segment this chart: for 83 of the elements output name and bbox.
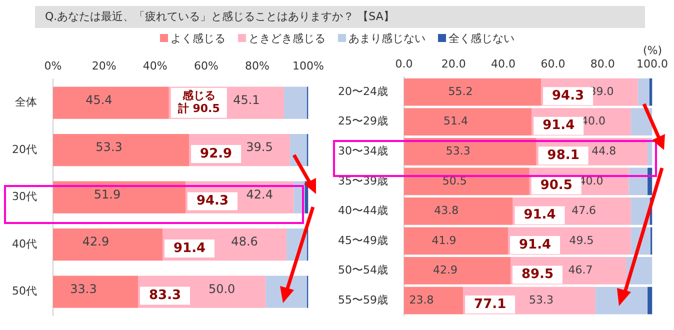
x-tick-label: 40.0 — [491, 57, 516, 70]
data-label: 47.6 — [572, 204, 596, 218]
bar — [404, 78, 542, 106]
legend-label: ときどき感じる — [248, 32, 326, 45]
y-tick-label: 45〜49歳 — [338, 234, 388, 247]
y-tick-label: 50〜54歳 — [338, 264, 388, 277]
y-tick-label: 30〜34歳 — [338, 144, 388, 158]
annotation: 98.1 — [547, 148, 580, 164]
data-label: 41.9 — [432, 234, 456, 247]
data-label: 46.7 — [568, 264, 593, 277]
annotation: 90.5 — [540, 178, 572, 193]
annotation: 91.4 — [542, 118, 575, 134]
y-tick-label: 20代 — [12, 142, 37, 156]
data-label: 42.9 — [82, 234, 110, 249]
x-tick-label: 60% — [194, 59, 218, 72]
y-tick-label: 25〜29歳 — [338, 114, 388, 128]
annotation: 94.3 — [552, 88, 584, 104]
data-label: 53.3 — [96, 140, 122, 154]
annotation: 77.1 — [474, 296, 506, 312]
x-tick-label: 100% — [292, 59, 324, 72]
legend-label: よく感じる — [170, 32, 226, 45]
annotation: 92.9 — [200, 146, 232, 162]
bar — [404, 286, 464, 314]
bar — [404, 197, 513, 225]
annotation: 91.4 — [518, 237, 552, 252]
x-tick-label: 20.0 — [441, 57, 466, 70]
bar — [638, 78, 650, 106]
y-tick-label: 40〜44歳 — [338, 204, 388, 218]
data-label: 50.0 — [208, 282, 236, 296]
data-label: 43.8 — [434, 204, 459, 218]
bar — [628, 168, 648, 196]
data-label: 33.3 — [70, 282, 97, 296]
x-tick-label: 80% — [244, 59, 270, 72]
data-label: 45.4 — [86, 92, 112, 107]
bar — [52, 276, 138, 308]
bar — [52, 134, 190, 166]
y-tick-label: 40代 — [12, 237, 37, 250]
y-tick-label: 30代 — [12, 190, 37, 204]
data-label: 53.3 — [528, 293, 554, 306]
chart-title: Q.あなたは最近、「疲れている」と感じることはありますか？ 【SA】 — [35, 6, 645, 28]
text: (%) — [642, 44, 662, 57]
bar — [404, 108, 532, 136]
bar — [52, 181, 186, 214]
x-tick-label: 0% — [44, 59, 62, 72]
y-tick-label: 50代 — [12, 284, 37, 298]
bar — [648, 286, 652, 314]
data-label: 55.2 — [448, 84, 473, 98]
data-label: 42.4 — [246, 187, 273, 202]
data-label: 51.9 — [94, 187, 121, 202]
data-label: 45.1 — [233, 92, 260, 107]
data-label: 48.6 — [231, 234, 258, 249]
annotation: 83.3 — [148, 288, 182, 304]
y-tick-label: 20〜24歳 — [338, 84, 388, 98]
data-label: 53.3 — [446, 144, 470, 158]
bar — [404, 227, 508, 255]
annotation: 94.3 — [196, 194, 229, 209]
data-label: 44.8 — [592, 144, 616, 158]
y-tick-label: 全体 — [14, 96, 37, 109]
legend-label: あまり感じない — [348, 32, 426, 45]
bar — [52, 86, 169, 119]
data-label: 23.8 — [409, 293, 434, 306]
data-label: 51.4 — [444, 114, 468, 128]
annotation: 89.5 — [521, 267, 554, 282]
x-tick-label: 80.0 — [590, 57, 615, 70]
legend-label: 全く感じない — [448, 32, 514, 45]
bar — [284, 86, 307, 119]
data-label: 39.5 — [246, 140, 273, 154]
data-label: 42.9 — [432, 264, 458, 277]
annotation: 感じる計 90.5 — [176, 89, 220, 116]
x-tick-label: 60.0 — [540, 57, 566, 70]
x-tick-label: 40% — [142, 59, 168, 72]
y-tick-label: 55〜59歳 — [338, 293, 388, 306]
data-label: 49.5 — [569, 234, 594, 247]
x-tick-label: 20% — [92, 59, 116, 72]
bar — [404, 168, 530, 196]
annotation: 91.4 — [524, 208, 556, 223]
bar — [404, 257, 510, 284]
bar — [595, 286, 648, 314]
bar — [404, 138, 536, 166]
bar — [52, 228, 163, 261]
annotation: 91.4 — [173, 240, 206, 256]
x-tick-label: 100.0 — [636, 57, 668, 70]
x-tick-label: 0.0 — [395, 57, 413, 70]
